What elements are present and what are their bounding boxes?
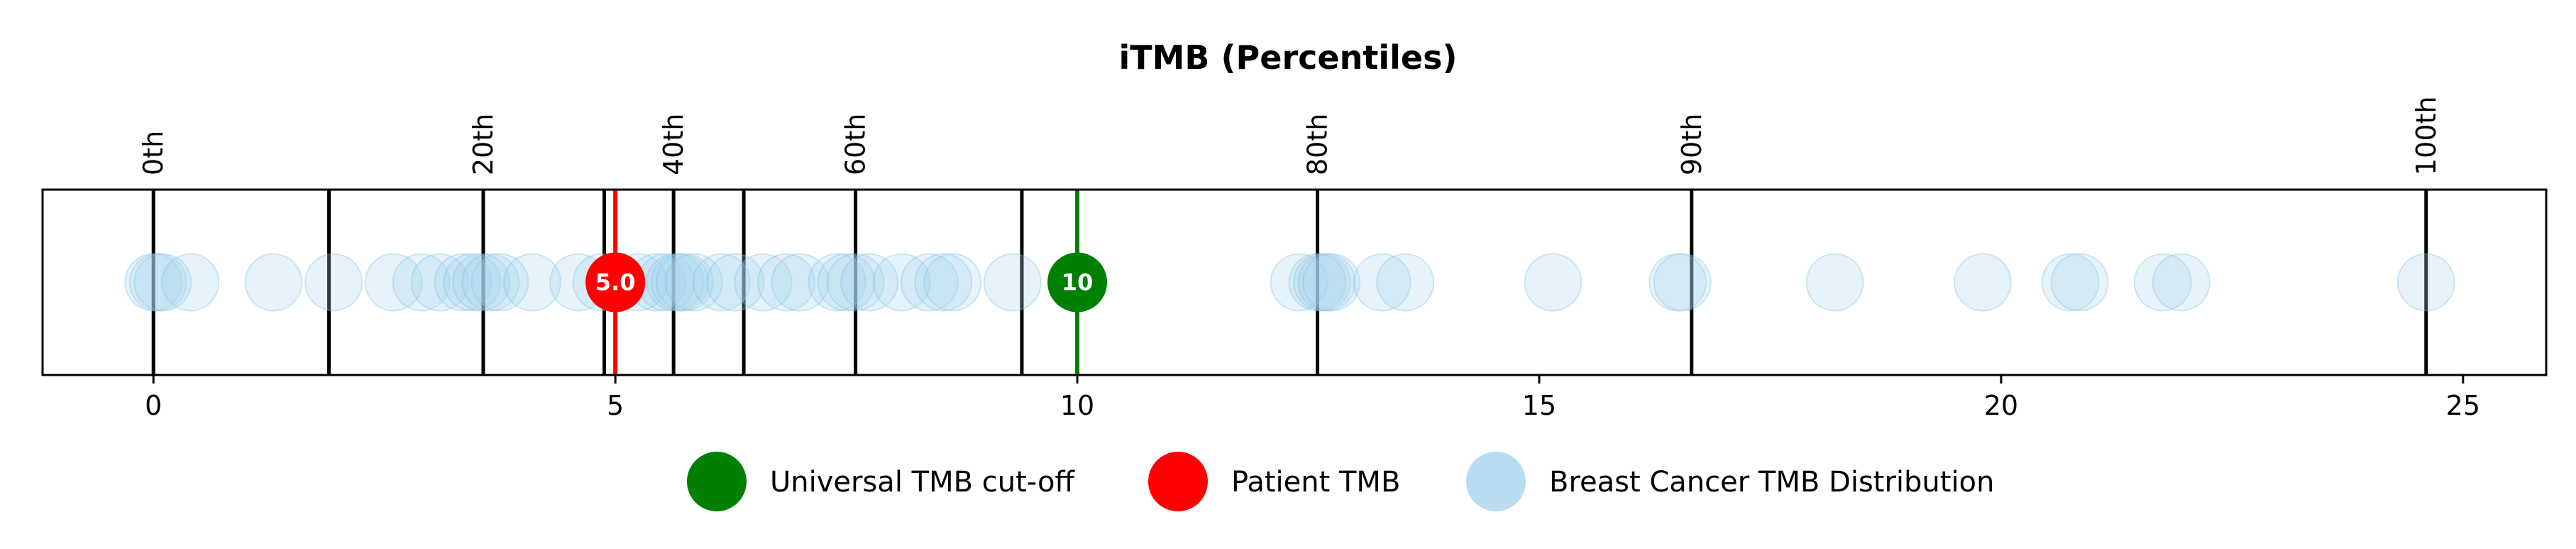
distribution-point-23 — [664, 253, 723, 312]
distribution-point-30 — [817, 253, 876, 312]
percentile-label-5: 90th — [1676, 114, 1707, 175]
plot-area: 5.0 10 — [124, 190, 2455, 375]
distribution-point-53 — [2152, 253, 2211, 312]
distribution-point-6 — [364, 253, 423, 312]
distribution-point-10 — [443, 253, 502, 312]
chart-title: iTMB (Percentiles) — [1119, 38, 1458, 77]
distribution-point-49 — [1953, 253, 2012, 312]
distribution-point-50 — [2041, 253, 2100, 312]
distribution-point-37 — [983, 253, 1042, 312]
distribution-point-40 — [1293, 253, 1352, 312]
distribution-point-24 — [692, 253, 751, 312]
plot-frame — [41, 188, 2548, 376]
legend-swatch-1 — [1148, 452, 1208, 511]
x-axis: 0th 20th 40th 60th 80th 90th 100th 0 5 10 15 20 25 — [138, 96, 2480, 421]
distribution-point-35 — [914, 253, 973, 312]
x-tick-label-3: 15 — [1522, 390, 1556, 421]
distribution-point-43 — [1353, 253, 1411, 312]
cutoff-point — [1047, 252, 1108, 312]
x-tick-label-0: 0 — [145, 390, 162, 421]
distribution-point-7 — [392, 253, 451, 312]
distribution-point-38 — [1270, 253, 1328, 312]
distribution-point-44 — [1376, 253, 1435, 312]
distribution-point-12 — [461, 253, 520, 312]
legend: Universal TMB cut-off Patient TMB Breast C… — [687, 452, 1994, 511]
legend-swatch-2 — [1466, 452, 1526, 511]
distribution-point-4 — [244, 253, 303, 312]
distribution-point-5 — [304, 253, 363, 312]
distribution-point-21 — [651, 253, 710, 312]
distribution-point-26 — [734, 253, 793, 312]
percentile-label-4: 80th — [1302, 114, 1333, 175]
distribution-point-22 — [655, 253, 714, 312]
percentile-label-2: 40th — [658, 114, 689, 175]
distribution-point-41 — [1297, 253, 1356, 312]
distribution-point-25 — [706, 253, 765, 312]
distribution-point-27 — [756, 253, 815, 312]
distribution-point-45 — [1524, 253, 1583, 312]
distribution-point-42 — [1302, 253, 1361, 312]
distribution-point-48 — [1805, 253, 1864, 312]
legend-label-0: Universal TMB cut-off — [770, 466, 1075, 499]
percentile-label-0: 0th — [138, 131, 169, 175]
percentile-label-1: 20th — [468, 114, 499, 175]
cutoff-label: 10 — [1062, 269, 1094, 296]
distribution-point-11 — [452, 253, 511, 312]
distribution-point-52 — [2133, 253, 2192, 312]
distribution-point-39 — [1288, 253, 1347, 312]
distribution-point-3 — [161, 253, 220, 312]
patient-tmb-label: 5.0 — [595, 269, 636, 296]
distribution-point-34 — [900, 253, 959, 312]
percentile-label-6: 100th — [2411, 96, 2442, 175]
distribution-point-29 — [808, 253, 866, 312]
distribution-point-54 — [2396, 253, 2455, 312]
distribution-point-36 — [923, 253, 982, 312]
distribution-point-0 — [124, 253, 183, 312]
legend-swatch-0 — [687, 452, 747, 511]
legend-label-2: Breast Cancer TMB Distribution — [1549, 466, 1994, 499]
distribution-point-31 — [826, 253, 885, 312]
distribution-point-1 — [128, 253, 187, 312]
distribution-point-9 — [434, 253, 492, 312]
distribution-point-51 — [2050, 253, 2109, 312]
distribution-point-2 — [133, 253, 192, 312]
distribution-point-8 — [410, 253, 469, 312]
distribution-point-13 — [470, 253, 529, 312]
x-tick-label-4: 20 — [1984, 390, 2018, 421]
distribution-point-32 — [840, 253, 899, 312]
legend-label-1: Patient TMB — [1231, 466, 1400, 499]
patient-tmb-point — [585, 252, 646, 312]
distribution-point-20 — [646, 253, 705, 312]
distribution-point-33 — [872, 253, 931, 312]
percentile-label-3: 60th — [840, 114, 871, 175]
distribution-point-28 — [771, 253, 830, 312]
x-tick-label-2: 10 — [1060, 390, 1094, 421]
distribution-point-47 — [1653, 253, 1712, 312]
x-tick-label-1: 5 — [607, 390, 624, 421]
x-tick-label-5: 25 — [2446, 390, 2480, 421]
distribution-point-46 — [1648, 253, 1707, 312]
distribution-point-14 — [502, 253, 561, 312]
